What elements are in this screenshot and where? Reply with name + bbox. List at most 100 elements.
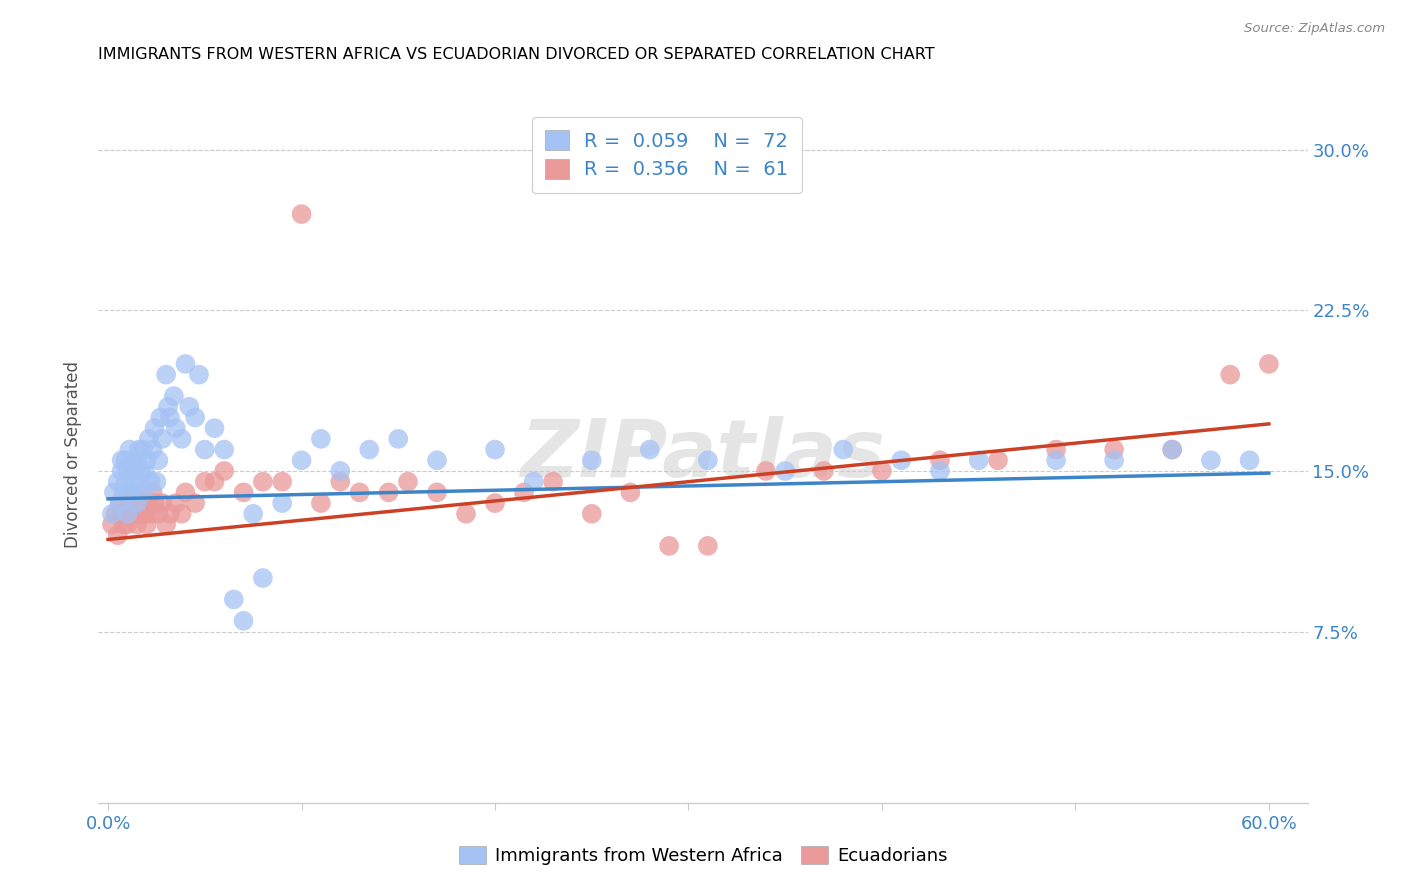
Point [638, 442, 661, 457]
Point [170, 507, 193, 521]
Point [426, 485, 449, 500]
Point [117, 507, 139, 521]
Point [619, 485, 641, 500]
Point [1102, 442, 1125, 457]
Point [212, 442, 235, 457]
Point [252, 571, 274, 585]
Point [377, 485, 399, 500]
Point [1045, 442, 1067, 457]
Point [150, 496, 173, 510]
Point [1161, 442, 1184, 457]
Point [581, 507, 603, 521]
Point [309, 496, 332, 510]
Point [128, 475, 150, 489]
Point [112, 517, 135, 532]
Y-axis label: Divorced or Separated: Divorced or Separated [65, 361, 83, 549]
Point [134, 464, 156, 478]
Point [929, 453, 952, 467]
Point [290, 453, 312, 467]
Legend: R =  0.059    N =  72, R =  0.356    N =  61: R = 0.059 N = 72, R = 0.356 N = 61 [531, 117, 801, 193]
Point [120, 485, 142, 500]
Point [118, 442, 141, 457]
Point [773, 464, 796, 478]
Point [426, 453, 449, 467]
Point [139, 507, 162, 521]
Point [114, 475, 136, 489]
Point [329, 464, 352, 478]
Point [124, 475, 146, 489]
Point [832, 442, 855, 457]
Point [122, 485, 145, 500]
Point [112, 485, 135, 500]
Point [159, 410, 181, 425]
Point [890, 453, 912, 467]
Point [128, 442, 150, 457]
Point [143, 421, 166, 435]
Point [108, 496, 131, 510]
Point [813, 464, 835, 478]
Point [142, 442, 165, 457]
Point [696, 453, 718, 467]
Point [111, 507, 134, 521]
Point [541, 475, 564, 489]
Point [179, 400, 201, 414]
Point [155, 517, 177, 532]
Point [107, 528, 129, 542]
Point [929, 464, 952, 478]
Legend: Immigrants from Western Africa, Ecuadorians: Immigrants from Western Africa, Ecuadori… [450, 837, 956, 874]
Point [127, 496, 149, 510]
Point [134, 507, 156, 521]
Point [1102, 453, 1125, 467]
Text: IMMIGRANTS FROM WESTERN AFRICA VS ECUADORIAN DIVORCED OR SEPARATED CORRELATION C: IMMIGRANTS FROM WESTERN AFRICA VS ECUADO… [98, 47, 935, 62]
Point [204, 475, 226, 489]
Point [111, 453, 134, 467]
Point [142, 485, 165, 500]
Point [135, 517, 157, 532]
Point [155, 368, 177, 382]
Point [135, 453, 157, 467]
Point [523, 475, 546, 489]
Point [987, 453, 1010, 467]
Point [349, 485, 371, 500]
Point [114, 453, 136, 467]
Point [149, 410, 172, 425]
Point [139, 475, 162, 489]
Point [124, 507, 146, 521]
Point [159, 507, 181, 521]
Point [128, 496, 150, 510]
Point [122, 464, 145, 478]
Point [329, 475, 352, 489]
Point [387, 432, 409, 446]
Point [120, 507, 142, 521]
Text: ZIPatlas: ZIPatlas [520, 416, 886, 494]
Point [232, 614, 254, 628]
Point [132, 496, 155, 510]
Point [1199, 453, 1222, 467]
Point [138, 432, 160, 446]
Point [117, 517, 139, 532]
Point [188, 368, 211, 382]
Point [150, 432, 173, 446]
Point [242, 507, 264, 521]
Point [396, 475, 419, 489]
Point [145, 475, 167, 489]
Point [484, 496, 506, 510]
Point [101, 517, 124, 532]
Point [309, 432, 332, 446]
Point [165, 496, 187, 510]
Point [170, 432, 193, 446]
Point [107, 475, 129, 489]
Point [132, 442, 155, 457]
Point [132, 485, 155, 500]
Point [111, 464, 134, 478]
Point [148, 507, 170, 521]
Point [148, 453, 170, 467]
Point [513, 485, 536, 500]
Point [174, 485, 197, 500]
Point [138, 496, 160, 510]
Point [271, 496, 294, 510]
Point [658, 539, 681, 553]
Point [232, 485, 254, 500]
Point [103, 485, 125, 500]
Point [870, 464, 893, 478]
